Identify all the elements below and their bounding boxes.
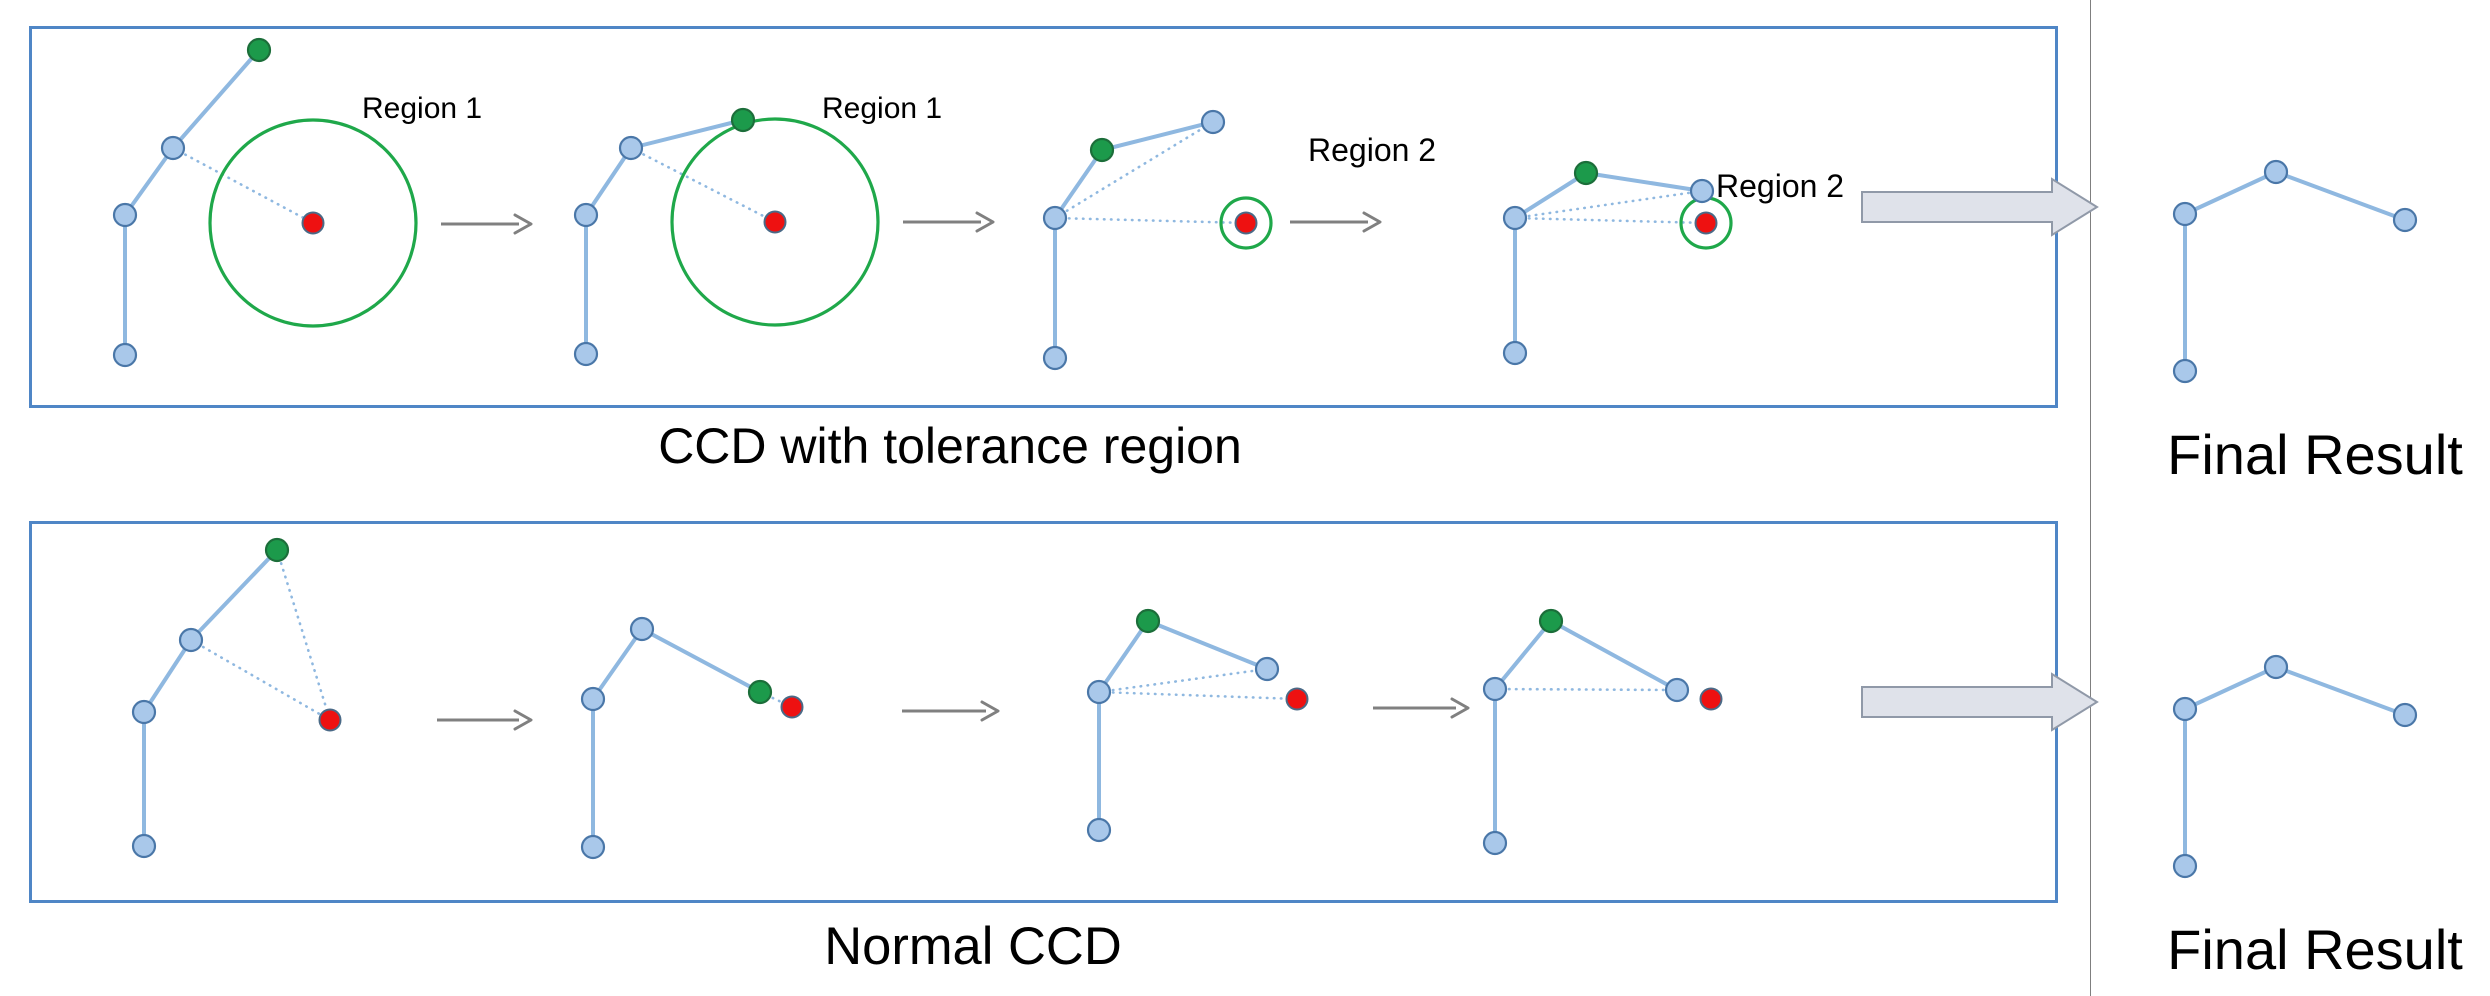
svg-text:Region 1: Region 1 (822, 92, 942, 125)
svg-text:Region 2: Region 2 (1308, 132, 1436, 168)
svg-text:Region 1: Region 1 (362, 92, 482, 125)
svg-text:Region 2: Region 2 (1716, 168, 1844, 204)
